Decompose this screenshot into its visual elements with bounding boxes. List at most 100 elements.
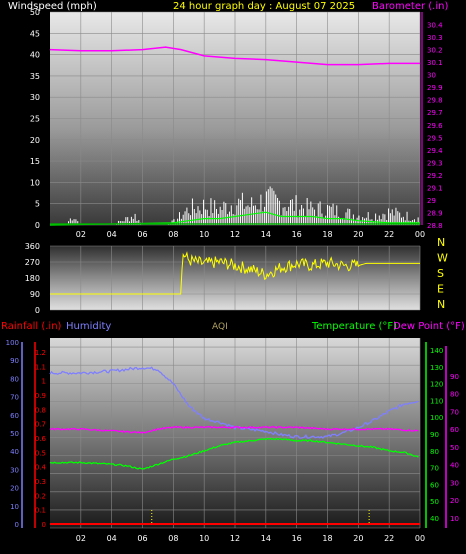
wind-tick-label: 35 [30,72,40,81]
barometer-tick-label: 29 [427,197,436,205]
rainfall-tick-label: 0.5 [35,449,46,457]
x-axis-ticks: 02 04 06 08 10 12 14 16 18 20 22 00 [76,230,425,239]
dewpoint-tick-label: 80 [450,391,459,399]
temp-panel-axes: 0 10 20 30 40 50 60 70 80 90 100 0 0.1 0.2 0.3 0.4 0.5 0.… [6,339,459,529]
dewpoint-tick-label: 10 [450,515,459,523]
wind-tick-label: 0 [35,221,40,230]
humidity-tick-label: 60 [10,412,19,420]
humidity-tick-label: 100 [6,339,19,347]
barometer-tick-label: 29.1 [427,184,443,192]
rainfall-tick-label: 0.2 [35,492,46,500]
wind-direction-line [50,251,420,295]
chart-title: 24 hour graph day : August 07 2025 [173,1,355,12]
legend-rainfall: Rainfall (.in) [1,321,62,332]
wind-tick-label: 50 [30,8,40,17]
legend-humidity: Humidity [66,321,111,332]
wind-tick-label: 10 [30,178,40,187]
dewpoint-tick-label: 50 [450,444,459,452]
x-tick-label: 16 [292,230,302,239]
direction-tick-label: 360 [25,242,40,251]
x-tick-label: 16 [292,534,302,543]
rainfall-tick-label: 0.9 [35,392,46,400]
compass-label: W [437,252,448,265]
rainfall-tick-label: 1 [42,378,46,386]
x-tick-label: 04 [107,534,117,543]
barometer-tick-label: 30 [427,72,436,80]
temperature-tick-label: 140 [430,347,443,355]
temperature-tick-label: 130 [430,364,443,372]
rainfall-tick-label: 0.4 [35,464,47,472]
x-tick-label: 06 [137,534,147,543]
temperature-tick-label: 50 [430,498,439,506]
humidity-tick-label: 20 [10,485,19,493]
temperature-tick-label: 40 [430,515,439,523]
barometer-tick-label: 29.7 [427,109,443,117]
humidity-tick-label: 70 [10,394,19,402]
x-tick-label: 02 [76,230,86,239]
wind-y-axis: 0 5 10 15 20 25 30 35 40 45 50 [30,8,40,230]
x-tick-label: 18 [322,230,332,239]
x-tick-label: 00 [415,534,425,543]
x-tick-label: 04 [107,230,117,239]
wind-panel-grid [50,11,421,226]
barometer-tick-label: 29.2 [427,172,443,180]
barometer-tick-label: 30.2 [427,47,443,55]
dewpoint-tick-label: 20 [450,497,459,505]
barometer-tick-label: 29.3 [427,159,443,167]
rainfall-tick-label: 0 [42,521,46,529]
dewpoint-tick-label: 60 [450,426,459,434]
x-tick-label: 14 [261,230,271,239]
barometer-y-axis: 28.8 28.9 29 29.1 29.2 29.3 29.4 29.5 29.6 29.7 29… [421,12,443,230]
barometer-tick-label: 30.1 [427,59,443,67]
x-tick-label: 20 [353,230,363,239]
temperature-tick-label: 70 [430,465,439,473]
wind-tick-label: 25 [30,115,40,124]
humidity-tick-label: 10 [10,503,19,511]
barometer-tick-label: 30.3 [427,34,443,42]
barometer-tick-label: 28.9 [427,209,443,217]
dewpoint-line [49,425,419,434]
barometer-line [49,46,420,66]
x-axis-ticks-bottom: 02 04 06 08 10 12 14 16 18 20 22 00 [76,534,425,543]
compass-label: N [437,236,445,249]
direction-tick-label: 0 [35,306,40,315]
rainfall-tick-label: 0.6 [35,435,47,443]
humidity-tick-label: 0 [15,521,19,529]
x-tick-label: 22 [384,534,394,543]
direction-tick-label: 180 [25,274,40,283]
legend-temperature: Temperature (°F) [311,321,397,332]
wind-tick-label: 40 [30,51,40,60]
temperature-tick-label: 60 [430,481,439,489]
humidity-tick-label: 30 [10,466,19,474]
wind-gust-line [49,211,420,226]
direction-tick-label: 270 [25,258,40,267]
legend-aqi: AQI [212,322,228,332]
humidity-tick-label: 90 [10,357,19,365]
temperature-tick-label: 80 [430,448,439,456]
barometer-tick-label: 30.4 [427,22,443,30]
temperature-line [49,437,419,470]
wind-tick-label: 15 [30,157,40,166]
humidity-tick-label: 40 [10,448,19,456]
x-tick-label: 06 [137,230,147,239]
barometer-tick-label: 29.5 [427,134,443,142]
rainfall-tick-label: 1.1 [35,363,46,371]
dewpoint-tick-label: 70 [450,408,459,416]
rainfall-tick-label: 0.7 [35,421,46,429]
wind-tick-label: 30 [30,93,40,102]
barometer-tick-label: 29.8 [427,97,443,105]
temperature-tick-label: 100 [430,414,443,422]
compass-label: E [437,283,444,296]
direction-y-axis: 0 90 180 270 360 [25,242,40,315]
compass-label: S [437,267,444,280]
wind-tick-label: 20 [30,136,40,145]
direction-panel-series [50,251,420,295]
x-tick-label: 10 [199,230,209,239]
barometer-tick-label: 28.8 [427,222,443,230]
x-tick-label: 08 [168,230,178,239]
barometer-tick-label: 29.4 [427,147,443,155]
x-tick-label: 12 [230,534,240,543]
wind-tick-label: 5 [35,200,40,209]
